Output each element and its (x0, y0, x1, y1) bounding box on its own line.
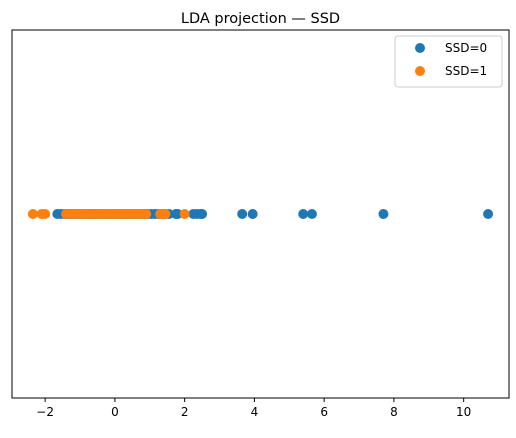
point-ssd0 (298, 209, 309, 219)
legend-marker-ssd1 (415, 66, 425, 76)
point-ssd0 (247, 209, 258, 219)
point-ssd0 (237, 209, 248, 219)
point-ssd0 (197, 209, 208, 219)
legend-label-ssd1: SSD=1 (445, 64, 487, 78)
x-tick-label: 2 (181, 405, 189, 419)
x-axis: −2 0 2 4 6 8 10 (36, 398, 471, 419)
point-ssd1 (27, 209, 38, 219)
chart-title: LDA projection — SSD (181, 11, 340, 27)
legend-marker-ssd0 (415, 43, 425, 53)
x-tick-label: −2 (36, 405, 54, 419)
axes-frame (11, 29, 510, 399)
point-ssd0 (306, 209, 317, 219)
legend: SSD=0 SSD=1 (394, 35, 503, 88)
point-ssd0 (172, 209, 183, 219)
point-ssd0 (483, 209, 494, 219)
x-tick-label: 8 (390, 405, 398, 419)
legend-label-ssd0: SSD=0 (445, 41, 487, 55)
x-tick-label: 4 (251, 405, 259, 419)
data-points (27, 209, 494, 219)
point-ssd1 (160, 209, 171, 219)
x-tick-label: 6 (320, 405, 328, 419)
x-tick-label: 0 (111, 405, 119, 419)
point-ssd0 (378, 209, 389, 219)
point-ssd1 (179, 209, 190, 219)
point-ssd1 (141, 209, 152, 219)
point-ssd1 (40, 209, 51, 219)
x-tick-label: 10 (456, 405, 471, 419)
